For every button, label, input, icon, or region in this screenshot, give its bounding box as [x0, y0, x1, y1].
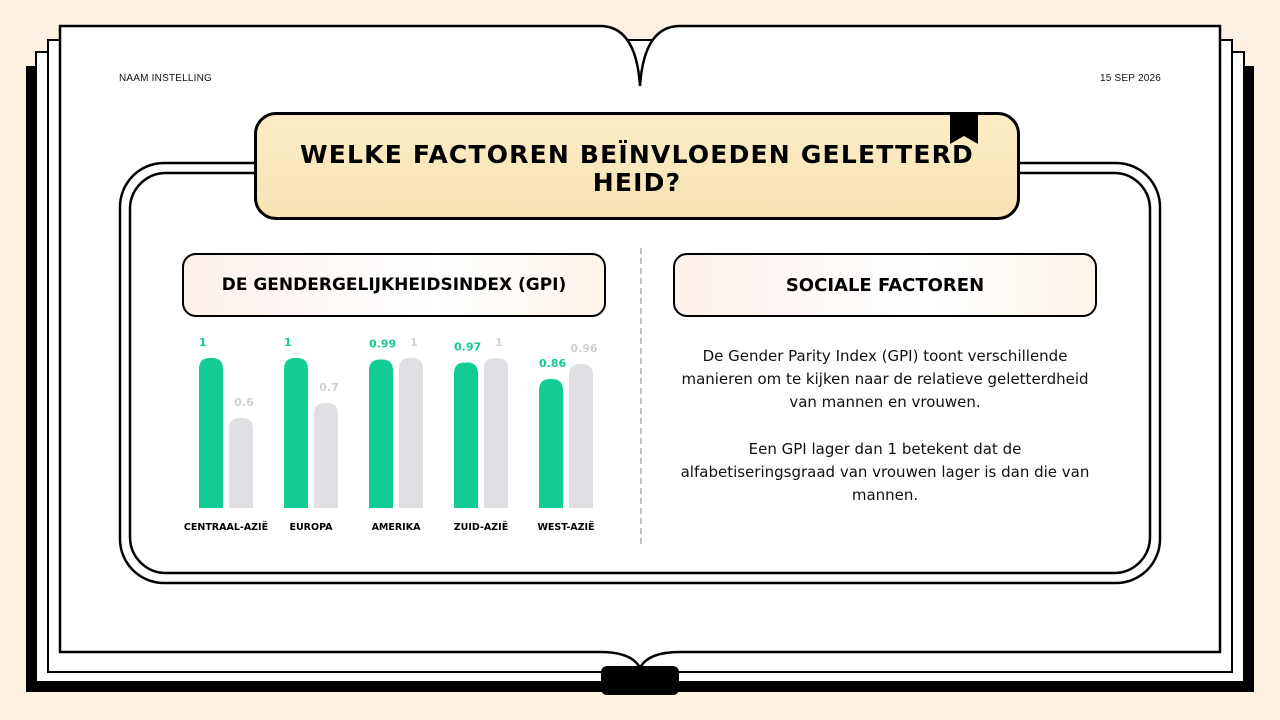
social-factors-text: De Gender Parity Index (GPI) toont versc…	[672, 345, 1098, 531]
panel-divider	[640, 248, 642, 544]
page-title: WELKE FACTOREN BEÏNVLOEDEN GELETTERDHEID…	[300, 140, 974, 197]
paragraph-gpi-meaning: Een GPI lager dan 1 betekent dat de alfa…	[680, 440, 1090, 504]
institution-name: NAAM INSTELLING	[119, 73, 213, 84]
social-factors-heading: SOCIALE FACTOREN	[673, 253, 1097, 317]
date-label: 15 SEP 2026	[1100, 73, 1161, 84]
bookmark-icon	[950, 112, 978, 144]
paragraph-gpi-definition: De Gender Parity Index (GPI) toont versc…	[681, 347, 1089, 411]
title-banner: WELKE FACTOREN BEÏNVLOEDEN GELETTERDHEID…	[254, 112, 1020, 220]
chart-heading: DE GENDERGELIJKHEIDSINDEX (GPI)	[182, 253, 606, 317]
